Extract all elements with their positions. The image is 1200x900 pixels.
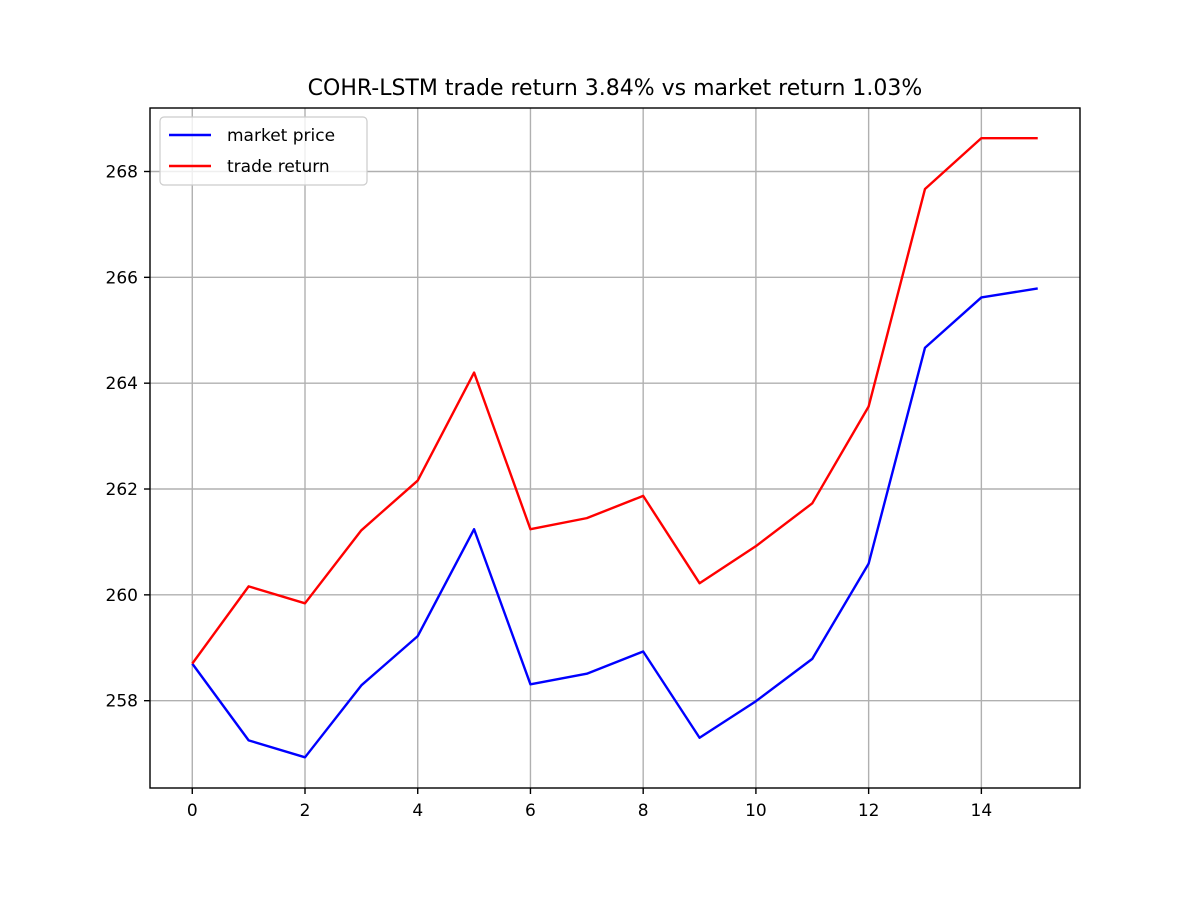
y-tick-label: 268: [106, 163, 138, 183]
legend-label-market-price: market price: [227, 126, 335, 146]
chart-title: COHR-LSTM trade return 3.84% vs market r…: [308, 76, 923, 101]
y-tick-label: 264: [106, 374, 138, 394]
plot-area-frame: [149, 107, 1081, 789]
y-axis: 258 260 262 264 266 268: [106, 163, 150, 712]
x-tick-label: 8: [638, 801, 649, 821]
x-tick-label: 12: [858, 801, 880, 821]
y-tick-label: 258: [106, 692, 138, 712]
legend-box: [159, 116, 368, 186]
x-tick-label: 0: [187, 801, 198, 821]
y-tick-label: 262: [106, 480, 138, 500]
x-axis: 0 2 4 6 8 10 12 14: [187, 788, 992, 821]
y-tick-label: 260: [106, 586, 138, 606]
x-tick-label: 6: [525, 801, 536, 821]
legend-label-trade-return: trade return: [227, 157, 330, 177]
x-tick-label: 10: [745, 801, 767, 821]
x-tick-label: 2: [300, 801, 311, 821]
x-tick-label: 4: [412, 801, 423, 821]
series-line-trade-return: [191, 136, 1038, 665]
series-lines: [191, 136, 1038, 759]
legend: market price trade return: [159, 116, 368, 186]
series-line-market-price: [191, 287, 1038, 759]
y-tick-label: 266: [106, 268, 138, 288]
grid: [150, 108, 1080, 788]
x-tick-label: 14: [971, 801, 993, 821]
